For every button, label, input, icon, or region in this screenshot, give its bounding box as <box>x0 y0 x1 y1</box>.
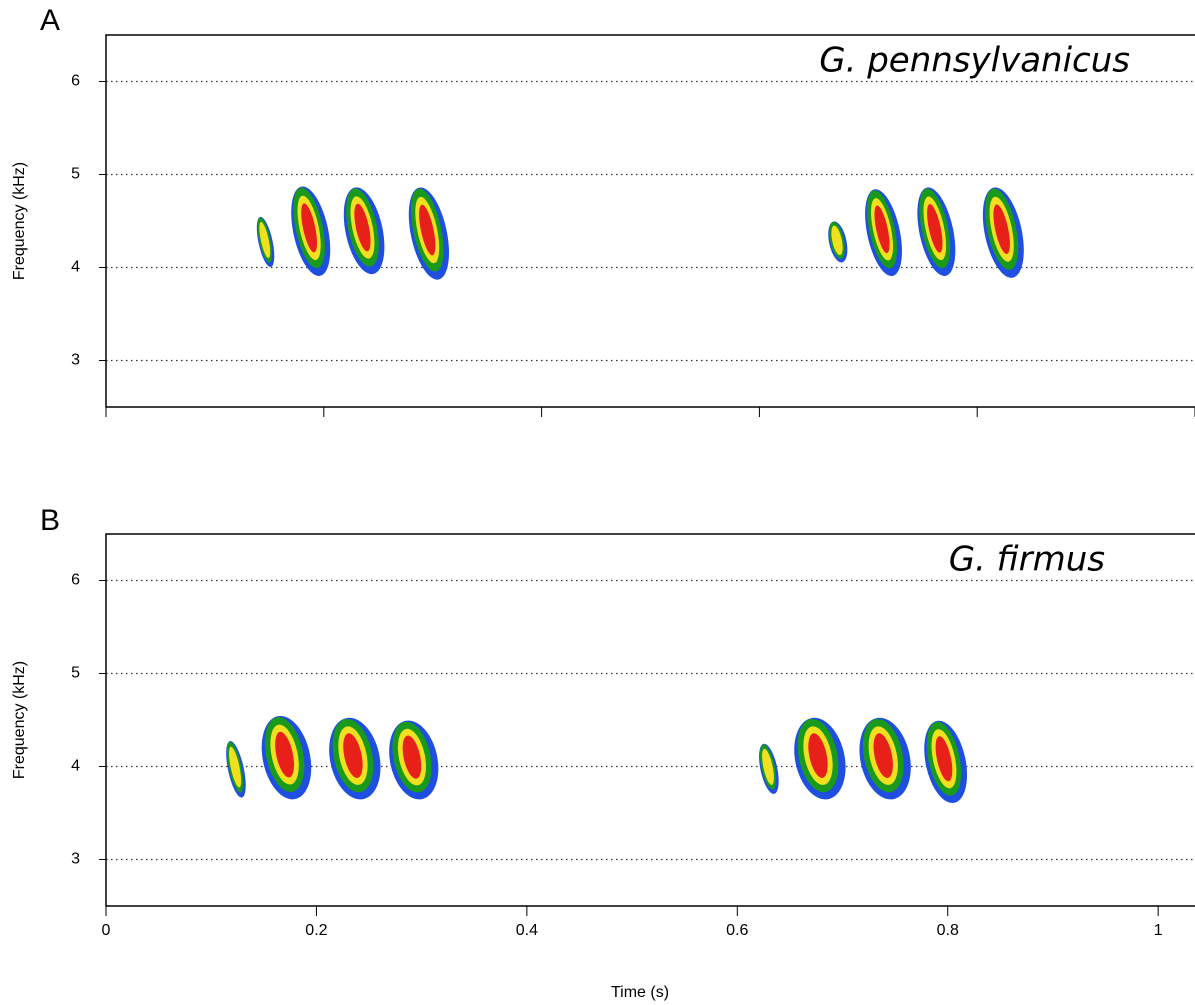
plot-frame <box>105 34 1195 408</box>
panel-label: A <box>40 4 60 37</box>
x-tick-label: 0.8 <box>937 922 959 939</box>
pulse-core <box>419 204 436 256</box>
pulse-core <box>301 203 318 253</box>
pulse <box>256 216 275 267</box>
y-tick-label: 6 <box>71 73 80 90</box>
pulse-core <box>762 748 774 785</box>
pulse <box>261 715 312 800</box>
x-tick-label: 0.2 <box>305 922 327 939</box>
pulse-core <box>935 736 953 782</box>
pulse-core <box>831 225 843 256</box>
x-tick-label: 0.6 <box>726 922 748 939</box>
pulse <box>408 187 449 280</box>
pulse <box>389 720 439 800</box>
y-tick-label: 3 <box>71 851 80 868</box>
y-axis-label: Frequency (kHz) <box>11 162 28 280</box>
x-axis-label: Time (s) <box>611 984 669 1001</box>
x-tick-label: 0 <box>102 922 111 939</box>
y-tick-label: 5 <box>71 665 80 682</box>
pulse-core <box>874 205 890 254</box>
pulse-core <box>873 733 893 778</box>
pulse <box>329 717 381 800</box>
pulse <box>924 720 968 803</box>
y-tick-label: 4 <box>71 758 80 775</box>
pulse-core <box>343 733 363 778</box>
pulse <box>859 717 911 800</box>
pulse-core <box>354 203 371 252</box>
pulse <box>291 186 331 276</box>
pulse <box>865 189 902 276</box>
pulse-core <box>259 221 271 259</box>
pulse <box>917 187 956 276</box>
pulse-core <box>808 733 828 778</box>
pulse <box>982 187 1024 278</box>
y-axis-label: Frequency (kHz) <box>11 661 28 779</box>
y-tick-label: 6 <box>71 572 80 589</box>
panel-label: B <box>40 504 60 537</box>
pulse-core <box>927 204 943 253</box>
pulse <box>794 717 846 800</box>
pulse <box>759 743 779 794</box>
y-tick-label: 4 <box>71 259 80 276</box>
plot-title: G. firmus <box>949 540 1105 580</box>
pulse-core <box>402 735 422 779</box>
x-tick-label: 1 <box>1154 922 1163 939</box>
x-tick-label: 0.4 <box>516 922 538 939</box>
y-tick-label: 5 <box>71 166 80 183</box>
plot-title: G. pennsylvanicus <box>819 41 1130 81</box>
pulse-core <box>993 204 1010 255</box>
pulse <box>226 741 246 798</box>
plot-frame <box>105 533 1195 907</box>
pulse-core <box>229 746 242 788</box>
pulse <box>343 187 385 275</box>
y-tick-label: 3 <box>71 352 80 369</box>
pulse-core <box>275 731 295 778</box>
pulse <box>828 221 848 263</box>
